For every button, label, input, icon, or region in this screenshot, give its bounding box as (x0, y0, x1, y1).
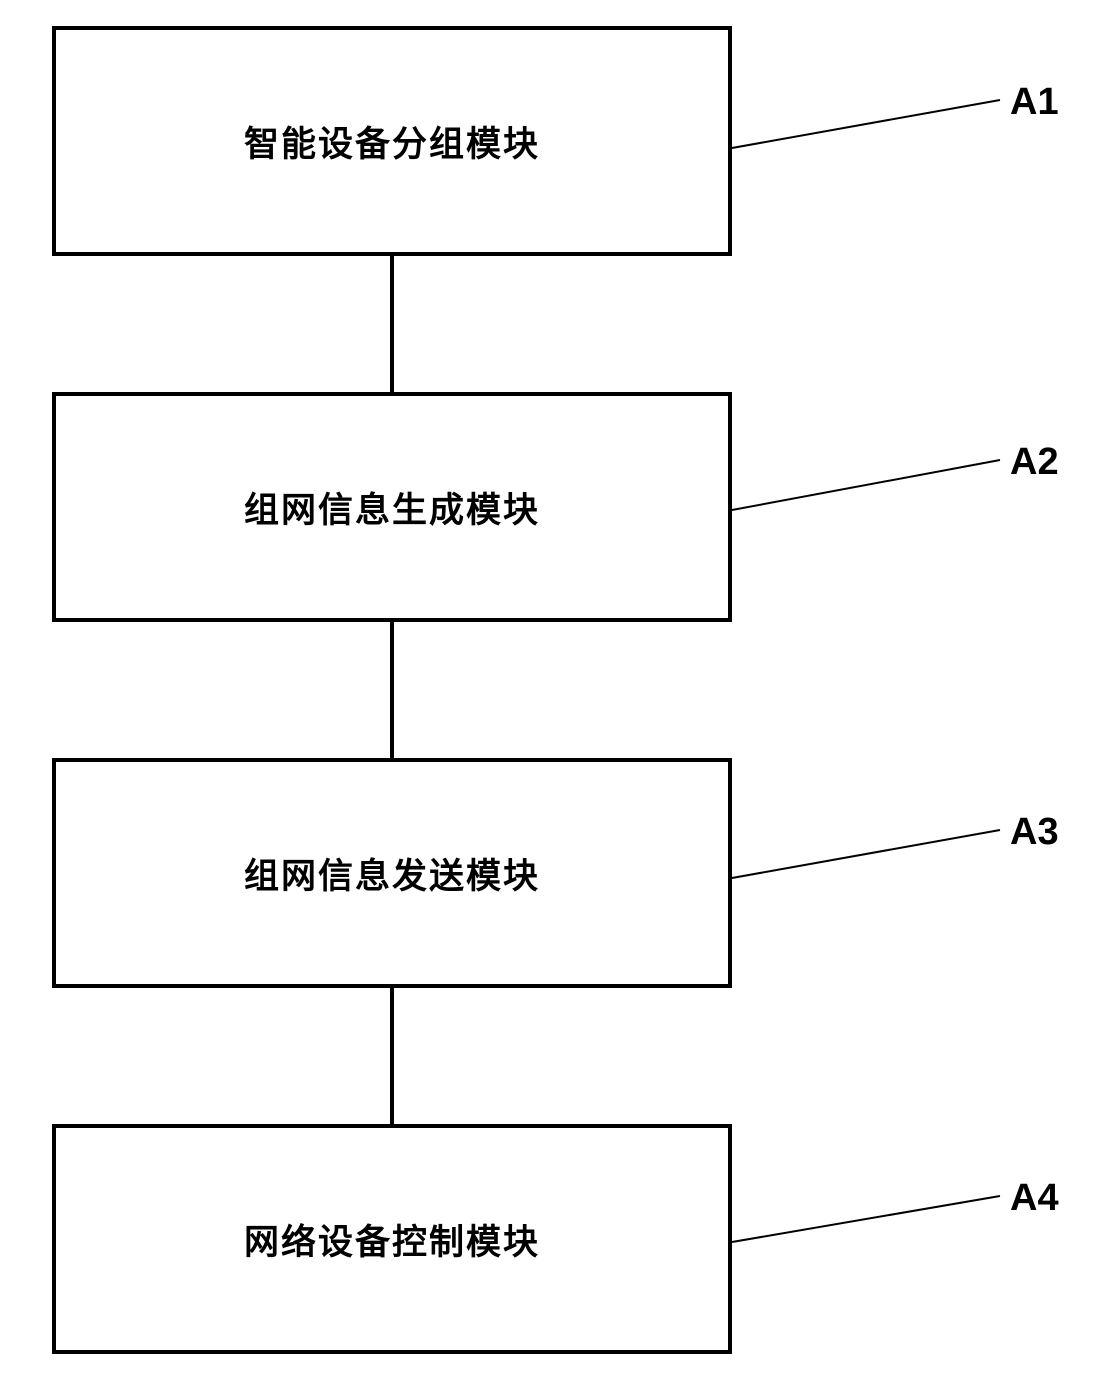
flow-node-label-A1: A1 (1010, 81, 1059, 124)
flow-node-label-A4: A4 (1010, 1177, 1059, 1220)
leader-line (732, 100, 1000, 148)
flow-node-label-A2: A2 (1010, 441, 1059, 484)
leader-line (732, 1196, 1000, 1242)
flow-node-label-A3: A3 (1010, 811, 1059, 854)
flow-node-A2: 组网信息生成模块 (52, 392, 732, 622)
flow-node-A3: 组网信息发送模块 (52, 758, 732, 988)
flow-node-text: 网络设备控制模块 (244, 1214, 540, 1265)
flow-node-text: 智能设备分组模块 (244, 116, 540, 167)
leader-line (732, 830, 1000, 878)
flow-node-A1: 智能设备分组模块 (52, 26, 732, 256)
flow-node-text: 组网信息发送模块 (244, 848, 540, 899)
leader-line (732, 460, 1000, 510)
flow-node-A4: 网络设备控制模块 (52, 1124, 732, 1354)
flowchart-canvas: 智能设备分组模块组网信息生成模块组网信息发送模块网络设备控制模块 A1 A2 A3 A… (0, 0, 1112, 1382)
flow-node-text: 组网信息生成模块 (244, 482, 540, 533)
